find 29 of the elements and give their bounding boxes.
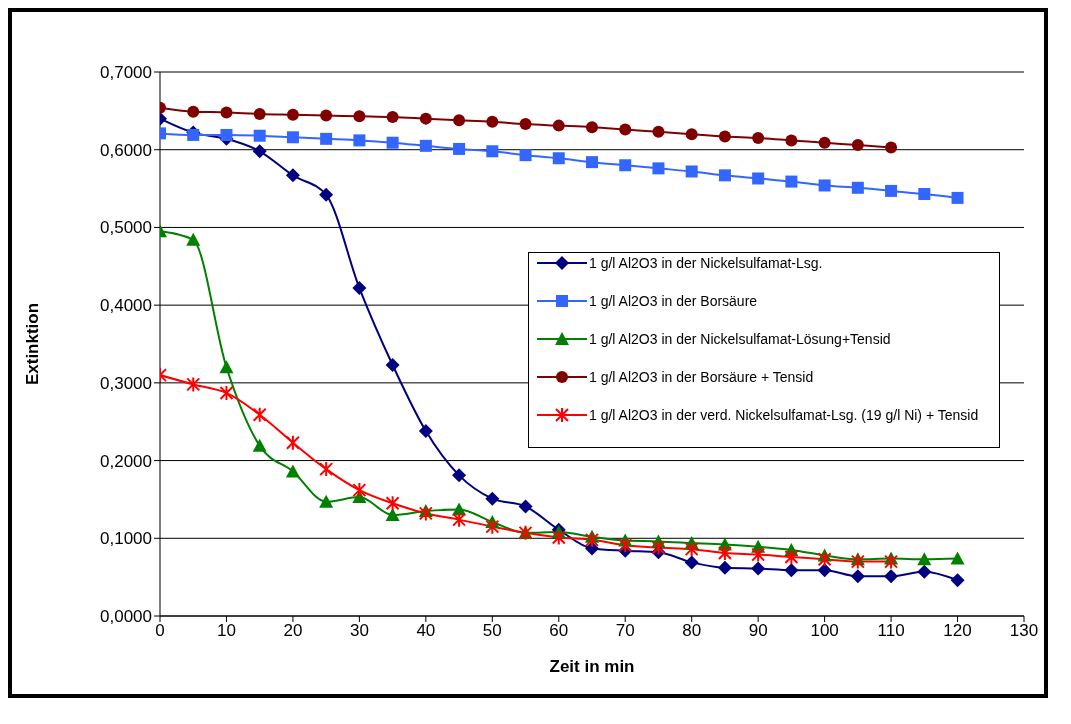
x-tick-label: 10 bbox=[217, 621, 236, 641]
x-tick-label: 0 bbox=[155, 621, 165, 641]
x-tick-label: 90 bbox=[748, 621, 768, 641]
y-tick-label: 0,4000 bbox=[100, 296, 152, 316]
y-tick-label: 0,6000 bbox=[100, 140, 152, 160]
y-tick-label: 0,2000 bbox=[100, 451, 152, 471]
x-tick-label: 60 bbox=[549, 621, 569, 641]
x-tick-label: 130 bbox=[1009, 621, 1039, 641]
legend-label: 1 g/l Al2O3 in der Nickelsulfamat-Lösung+Tensid bbox=[589, 331, 891, 347]
legend-label: 1 g/l Al2O3 in der Borsäure + Tensid bbox=[589, 369, 814, 385]
x-tick-label: 110 bbox=[877, 621, 905, 641]
y-tick-label: 0,5000 bbox=[100, 218, 152, 238]
y-tick-label: 0,7000 bbox=[100, 63, 152, 83]
x-tick-label: 50 bbox=[482, 621, 502, 641]
y-tick-label: 0,0000 bbox=[100, 607, 152, 627]
y-tick-label: 0,1000 bbox=[100, 529, 152, 549]
x-tick-label: 100 bbox=[810, 621, 839, 641]
x-tick-label: 120 bbox=[943, 621, 972, 641]
x-tick-label: 70 bbox=[615, 621, 635, 641]
legend-label: 1 g/l Al2O3 in der Nickelsulfamat-Lsg. bbox=[589, 255, 823, 271]
legend-label: 1 g/l Al2O3 in der Borsäure bbox=[589, 293, 758, 309]
x-axis-title: Zeit in min bbox=[549, 657, 635, 676]
y-tick-label: 0,3000 bbox=[100, 373, 152, 393]
x-tick-label: 80 bbox=[682, 621, 702, 641]
x-tick-label: 40 bbox=[416, 621, 436, 641]
legend-label: 1 g/l Al2O3 in der verd. Nickelsulfamat-Lsg. (19 g/l Ni) + Tensid bbox=[589, 407, 979, 423]
y-axis-title: Extinktion bbox=[23, 302, 43, 386]
x-tick-label: 20 bbox=[283, 621, 303, 641]
x-tick-label: 30 bbox=[349, 621, 369, 641]
